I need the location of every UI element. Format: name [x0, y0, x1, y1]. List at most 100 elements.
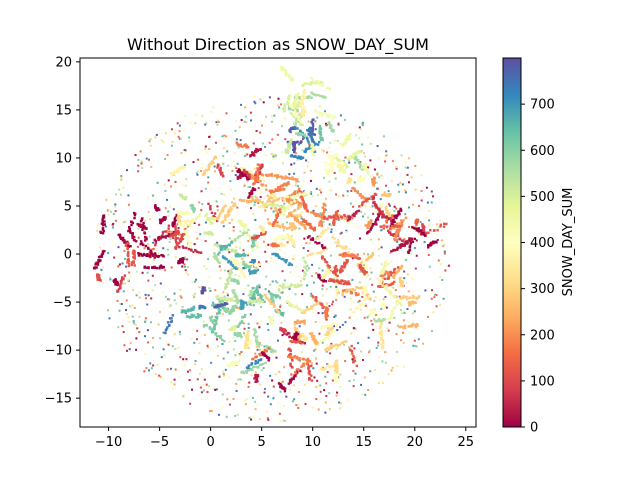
- scatter-point: [299, 129, 302, 133]
- scatter-point: [382, 135, 385, 138]
- scatter-point: [384, 155, 387, 158]
- scatter-point: [250, 192, 254, 195]
- scatter-point: [399, 325, 403, 328]
- scatter-point: [392, 271, 396, 274]
- scatter-point: [362, 358, 365, 361]
- scatter-point: [147, 341, 150, 344]
- scatter-point: [245, 301, 249, 305]
- scatter-point: [264, 250, 267, 253]
- scatter-point: [111, 239, 114, 242]
- scatter-point: [324, 401, 327, 404]
- scatter-point: [288, 285, 292, 289]
- scatter-point: [247, 228, 250, 232]
- scatter-point: [101, 232, 105, 235]
- scatter-point: [243, 275, 246, 278]
- scatter-point: [153, 252, 157, 255]
- scatter-point: [222, 357, 225, 360]
- scatter-point: [325, 314, 329, 317]
- scatter-point: [304, 148, 308, 151]
- scatter-point: [268, 299, 271, 302]
- scatter-point: [208, 275, 211, 278]
- scatter-point: [345, 262, 348, 265]
- scatter-point: [432, 240, 436, 243]
- scatter-point: [298, 284, 301, 288]
- scatter-point: [382, 267, 386, 270]
- scatter-point: [337, 122, 340, 125]
- scatter-point: [383, 272, 387, 276]
- scatter-point: [314, 120, 317, 123]
- scatter-point: [295, 182, 298, 185]
- scatter-point: [167, 227, 170, 230]
- scatter-point: [244, 263, 247, 266]
- scatter-point: [233, 331, 236, 335]
- scatter-point: [399, 207, 402, 211]
- scatter-point: [278, 106, 281, 109]
- scatter-point: [353, 310, 356, 314]
- scatter-point: [196, 237, 199, 240]
- scatter-point: [244, 340, 248, 344]
- scatter-point: [218, 261, 222, 264]
- scatter-point: [258, 262, 261, 265]
- scatter-point: [177, 227, 180, 230]
- scatter-point: [166, 321, 170, 324]
- scatter-point: [381, 319, 385, 322]
- scatter-point: [281, 244, 284, 247]
- scatter-point: [370, 195, 373, 198]
- scatter-point: [151, 289, 154, 292]
- scatter-point: [376, 145, 379, 148]
- scatter-point: [269, 191, 273, 194]
- scatter-point: [342, 254, 345, 258]
- scatter-point: [421, 230, 424, 233]
- scatter-point: [367, 255, 371, 259]
- scatter-point: [295, 194, 298, 198]
- scatter-point: [201, 166, 204, 169]
- scatter-point: [242, 322, 245, 325]
- scatter-point: [338, 253, 342, 257]
- scatter-point: [355, 317, 358, 320]
- scatter-point: [262, 227, 265, 230]
- scatter-point: [398, 190, 401, 193]
- scatter-point: [378, 319, 382, 322]
- scatter-point: [299, 132, 302, 135]
- scatter-point: [118, 263, 121, 266]
- scatter-point: [364, 393, 367, 396]
- scatter-point: [202, 325, 205, 328]
- scatter-point: [351, 310, 354, 314]
- scatter-point: [240, 307, 243, 310]
- scatter-point: [302, 205, 306, 208]
- scatter-point: [239, 306, 242, 309]
- scatter-point: [307, 127, 311, 131]
- scatter-point: [239, 267, 243, 271]
- scatter-point: [356, 190, 359, 193]
- scatter-point: [414, 323, 418, 326]
- scatter-point: [287, 226, 291, 230]
- scatter-point: [293, 196, 296, 199]
- scatter-point: [285, 148, 289, 151]
- scatter-point: [251, 272, 255, 275]
- scatter-point: [324, 348, 328, 351]
- scatter-point: [246, 145, 250, 149]
- scatter-point: [377, 285, 380, 288]
- scatter-point: [299, 196, 302, 199]
- scatter-point: [396, 223, 400, 226]
- scatter-point: [287, 301, 291, 305]
- scatter-point: [365, 271, 368, 274]
- scatter-point: [311, 337, 314, 341]
- scatter-point: [385, 215, 389, 218]
- scatter-point: [264, 231, 267, 234]
- scatter-point: [319, 138, 323, 141]
- scatter-point: [392, 218, 395, 221]
- scatter-point: [243, 315, 246, 318]
- scatter-point: [355, 293, 358, 297]
- scatter-point: [195, 113, 198, 116]
- scatter-point: [381, 304, 384, 307]
- scatter-point: [310, 362, 313, 365]
- scatter-point: [232, 278, 235, 281]
- scatter-point: [221, 406, 224, 409]
- scatter-point: [303, 336, 307, 340]
- scatter-point: [331, 330, 334, 334]
- scatter-point: [336, 290, 339, 293]
- scatter-point: [237, 170, 241, 173]
- scatter-point: [246, 234, 250, 237]
- scatter-point: [307, 133, 311, 136]
